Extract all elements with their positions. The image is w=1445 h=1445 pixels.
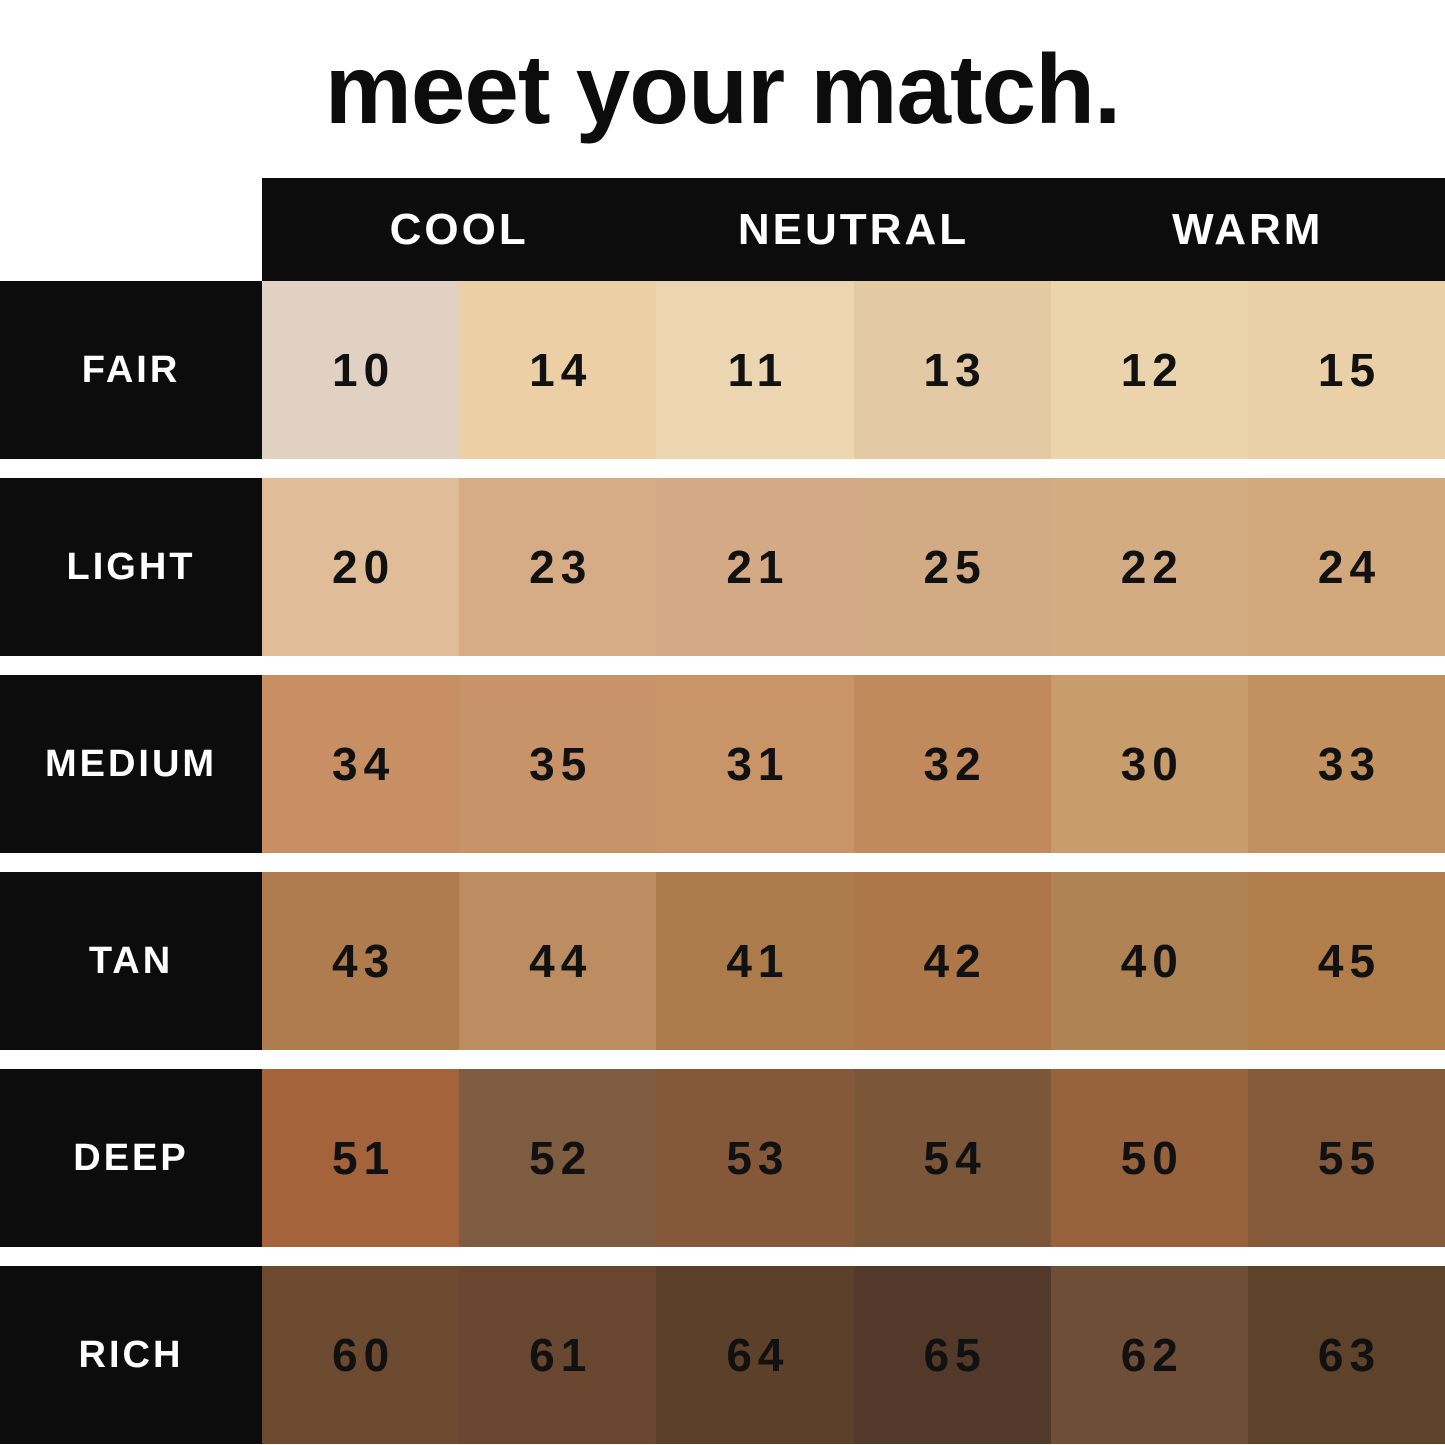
shade-number: 20 [332,541,396,593]
shade-number: 33 [1317,738,1382,790]
shade-number: 32 [923,738,987,790]
shade-swatch-11: 11 [656,281,854,459]
tone-header-row: COOL NEUTRAL WARM [0,178,1445,281]
shade-row-fair: FAIR 10 14 11 13 12 15 [0,281,1445,459]
shade-number: 40 [1120,935,1184,987]
shade-swatch-51: 51 [262,1069,460,1247]
shade-number: 10 [332,344,396,396]
row-label-medium: MEDIUM [0,675,262,853]
header-cool-label: COOL [389,204,529,254]
shade-number: 52 [529,1132,593,1184]
shade-swatch-40: 40 [1050,872,1248,1050]
shade-number: 43 [332,935,396,987]
shade-number: 51 [332,1132,396,1184]
shade-swatch-21: 21 [656,478,854,656]
shade-swatch-31: 31 [656,675,854,853]
shade-number: 55 [1317,1132,1382,1184]
header-neutral-label: NEUTRAL [737,204,970,254]
shade-number: 61 [529,1329,593,1381]
shade-swatch-54: 54 [853,1069,1051,1247]
shade-swatch-61: 61 [459,1266,657,1444]
shade-swatch-22: 22 [1050,478,1248,656]
shade-number: 12 [1120,344,1184,396]
shade-number: 41 [726,935,790,987]
shade-swatch-45: 45 [1247,872,1445,1050]
shade-swatch-14: 14 [459,281,657,459]
shade-number: 65 [923,1329,987,1381]
shade-number: 15 [1317,344,1382,396]
shade-swatch-43: 43 [262,872,460,1050]
shade-number: 44 [529,935,593,987]
row-label-rich: RICH [0,1266,262,1444]
shade-swatch-23: 23 [459,478,657,656]
shade-swatch-41: 41 [656,872,854,1050]
header-warm-label: WARM [1172,204,1324,254]
shade-swatch-44: 44 [459,872,657,1050]
shade-number: 45 [1317,935,1382,987]
shade-number: 22 [1120,541,1184,593]
shade-number: 14 [529,344,593,396]
shade-number: 62 [1120,1329,1184,1381]
shade-number: 60 [332,1329,396,1381]
shade-swatch-62: 62 [1050,1266,1248,1444]
row-label-fair: FAIR [0,281,262,459]
row-label-tan: TAN [0,872,262,1050]
shade-number: 63 [1317,1329,1382,1381]
shade-swatch-24: 24 [1247,478,1445,656]
shade-number: 64 [726,1329,790,1381]
shade-swatch-30: 30 [1050,675,1248,853]
shade-swatch-42: 42 [853,872,1051,1050]
shade-row-light: LIGHT 20 23 21 25 22 24 [0,478,1445,656]
shade-number: 42 [923,935,987,987]
shade-swatch-20: 20 [262,478,460,656]
shade-swatch-50: 50 [1050,1069,1248,1247]
shade-number: 25 [923,541,987,593]
shade-number: 35 [529,738,593,790]
row-label-light: LIGHT [0,478,262,656]
shade-number: 50 [1120,1132,1184,1184]
shade-row-tan: TAN 43 44 41 42 40 45 [0,872,1445,1050]
shade-number: 31 [726,738,790,790]
shade-number: 11 [727,344,789,396]
shade-swatch-65: 65 [853,1266,1051,1444]
shade-number: 23 [529,541,593,593]
shade-number: 24 [1317,541,1382,593]
tone-header-bar: COOL NEUTRAL WARM [262,178,1445,281]
shade-swatch-63: 63 [1247,1266,1445,1444]
shade-swatch-34: 34 [262,675,460,853]
shade-number: 13 [923,344,987,396]
page-title: meet your match. [324,33,1121,144]
shade-row-deep: DEEP 51 52 53 54 50 55 [0,1069,1445,1247]
shade-number: 30 [1120,738,1184,790]
shade-swatch-32: 32 [853,675,1051,853]
title-area: meet your match. [0,0,1445,178]
shade-number: 53 [726,1132,790,1184]
shade-swatch-13: 13 [853,281,1051,459]
shade-swatch-60: 60 [262,1266,460,1444]
shade-number: 34 [332,738,396,790]
shade-swatch-12: 12 [1050,281,1248,459]
shade-swatch-25: 25 [853,478,1051,656]
row-label-deep: DEEP [0,1069,262,1247]
shade-number: 54 [923,1132,987,1184]
shade-swatch-53: 53 [656,1069,854,1247]
shade-swatch-52: 52 [459,1069,657,1247]
shade-swatch-10: 10 [262,281,460,459]
shade-row-rich: RICH 60 61 64 65 62 63 [0,1266,1445,1444]
shade-row-medium: MEDIUM 34 35 31 32 30 33 [0,675,1445,853]
shade-swatch-64: 64 [656,1266,854,1444]
shade-swatch-35: 35 [459,675,657,853]
header-spacer [0,178,262,281]
shade-swatch-33: 33 [1247,675,1445,853]
shade-number: 21 [726,541,790,593]
shade-swatch-15: 15 [1247,281,1445,459]
shade-swatch-55: 55 [1247,1069,1445,1247]
